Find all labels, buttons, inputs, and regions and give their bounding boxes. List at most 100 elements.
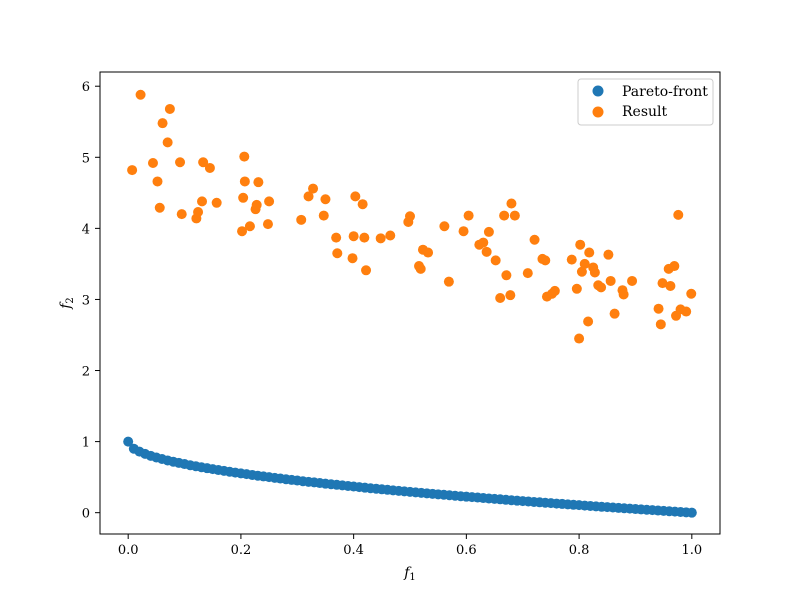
result-point [549, 285, 560, 296]
result-point [540, 255, 551, 266]
result-point [375, 233, 386, 244]
result-point [605, 275, 616, 286]
result-point [152, 176, 163, 187]
y-axis-label: f2 [58, 297, 76, 310]
result-point [262, 219, 273, 230]
result-point [239, 151, 250, 162]
result-point [499, 210, 510, 221]
result-point [296, 214, 307, 225]
result-point [627, 275, 638, 286]
result-point [350, 191, 361, 202]
result-point [264, 196, 275, 207]
x-axis: 0.0 0.2 0.4 0.6 0.8 1.0 [118, 534, 702, 558]
result-point [655, 319, 666, 330]
result-point [238, 192, 249, 203]
result-point [361, 265, 372, 276]
x-tick-label: 0.6 [456, 543, 477, 558]
legend-marker-result [592, 106, 604, 118]
result-point [596, 282, 607, 293]
result-point [618, 289, 629, 300]
result-point [359, 232, 370, 243]
legend-marker-pareto-front [592, 85, 604, 97]
result-point [665, 280, 676, 291]
result-point [320, 194, 331, 205]
y-tick-label: 3 [82, 293, 90, 308]
result-point [127, 165, 138, 176]
result-point [589, 267, 600, 278]
result-point [575, 239, 586, 250]
plot-frame [99, 71, 721, 535]
result-point [522, 268, 533, 279]
result-point [193, 207, 204, 218]
result-point [415, 263, 426, 274]
result-point [490, 255, 501, 266]
result-point [681, 306, 692, 317]
result-point [495, 293, 506, 304]
result-point [348, 231, 359, 242]
y-tick-label: 6 [82, 80, 90, 95]
result-point [211, 197, 222, 208]
y-tick-label: 4 [82, 222, 90, 237]
pareto-front-point [123, 436, 134, 447]
result-point [303, 191, 314, 202]
result-point [686, 288, 697, 299]
result-point [308, 183, 319, 194]
series-pareto-front [123, 436, 697, 518]
pareto-front-point [686, 507, 697, 518]
result-point [501, 270, 512, 281]
result-point [244, 221, 255, 232]
x-tick-label: 1.0 [681, 543, 702, 558]
result-point [509, 210, 520, 221]
result-point [176, 209, 187, 220]
result-point [332, 248, 343, 259]
result-point [584, 247, 595, 258]
result-point [443, 276, 454, 287]
result-point [603, 249, 614, 260]
x-tick-label: 0.8 [569, 543, 590, 558]
result-point [529, 234, 540, 245]
y-axis: 0 1 2 3 4 5 6 [82, 80, 100, 522]
result-point [583, 316, 594, 327]
y-tick-label: 5 [82, 151, 90, 166]
x-tick-label: 0.2 [231, 543, 252, 558]
result-point [657, 278, 668, 289]
result-point [574, 333, 585, 344]
result-point [253, 177, 264, 188]
result-point [331, 232, 342, 243]
result-point [579, 258, 590, 269]
y-tick-label: 1 [82, 436, 90, 451]
result-point [157, 118, 168, 129]
result-point [506, 198, 517, 209]
plot-marks [123, 89, 697, 518]
legend-box [577, 78, 714, 126]
legend: Pareto-front Result [577, 78, 714, 126]
result-point [385, 230, 396, 241]
y-tick-label: 0 [82, 507, 90, 522]
legend-label-pareto-front: Pareto-front [622, 84, 708, 100]
result-point [571, 283, 582, 294]
result-point [162, 137, 173, 148]
result-point [164, 103, 175, 114]
result-point [669, 261, 680, 272]
result-point [653, 303, 664, 314]
result-point [478, 237, 489, 248]
result-point [135, 89, 146, 100]
y-tick-label: 2 [82, 365, 90, 380]
result-point [239, 176, 250, 187]
result-point [204, 162, 215, 173]
result-point [175, 157, 186, 168]
result-point [251, 199, 262, 210]
result-point [237, 226, 248, 237]
result-point [357, 199, 368, 210]
result-point [576, 266, 587, 277]
result-point [154, 202, 165, 213]
result-point [318, 210, 329, 221]
result-point [439, 221, 450, 232]
legend-label-result: Result [622, 104, 668, 120]
result-point [481, 246, 492, 257]
result-point [458, 226, 469, 237]
result-point [347, 253, 358, 264]
x-tick-label: 0.4 [343, 543, 364, 558]
result-point [673, 209, 684, 220]
